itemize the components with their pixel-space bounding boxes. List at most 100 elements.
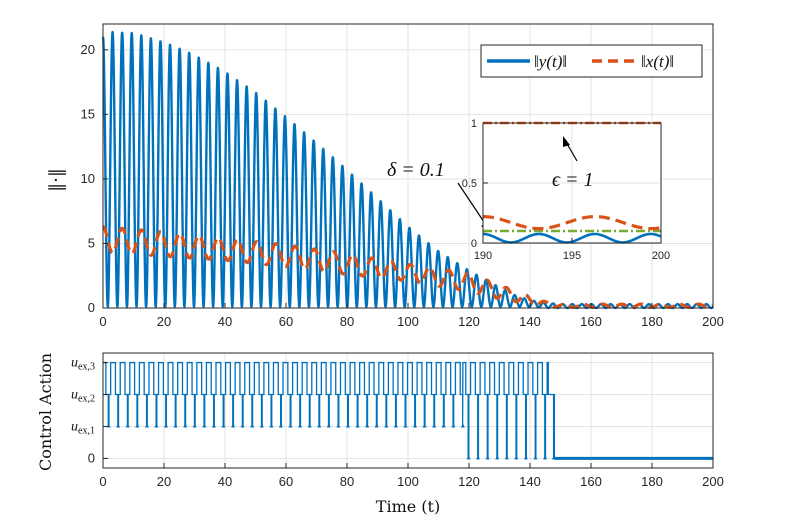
epsilon-annotation: ϵ = 1 <box>552 169 594 191</box>
control-marker <box>288 423 293 428</box>
control-marker <box>543 455 548 460</box>
norm-xtick-label: 60 <box>279 314 293 329</box>
control-marker <box>183 423 188 428</box>
inset-ytick-label: 0.5 <box>462 178 477 190</box>
control-ytick-label: uex,2 <box>71 388 95 405</box>
control-xtick-label: 100 <box>397 474 419 489</box>
control-marker <box>154 423 159 428</box>
control-marker <box>317 423 322 428</box>
control-marker <box>451 423 456 428</box>
control-marker <box>495 455 500 460</box>
control-xtick-label: 120 <box>458 474 480 489</box>
control-marker <box>413 423 417 428</box>
control-xtick-label: 180 <box>641 474 663 489</box>
norm-ytick-label: 20 <box>81 42 95 57</box>
norm-xtick-label: 40 <box>218 314 232 329</box>
inset-plot: 190 195 200 0 0.5 1 ϵ = 1 <box>462 118 670 262</box>
control-marker <box>240 423 245 428</box>
control-marker <box>485 455 490 460</box>
control-marker <box>346 423 350 428</box>
norm-ytick-label: 10 <box>81 171 95 186</box>
control-marker <box>202 423 207 428</box>
y-norm-line <box>101 30 714 310</box>
inset-xtick-label: 200 <box>652 250 670 262</box>
control-marker <box>259 423 264 428</box>
control-plot: 0 20 40 60 80 100 120 140 160 180 200 0 uex,1 uex,2 ue… <box>36 352 724 516</box>
inset-xtick-label: 190 <box>474 250 492 262</box>
control-xtick-label: 160 <box>580 474 602 489</box>
control-marker <box>298 423 303 428</box>
control-marker <box>336 423 341 428</box>
control-plot-ylabel: Control Action <box>36 353 55 471</box>
delta-annotation: δ = 0.1 <box>387 159 445 181</box>
control-marker <box>504 455 509 460</box>
norm-plot-series <box>101 30 714 310</box>
control-marker <box>466 455 471 460</box>
control-plot-ticks: 0 20 40 60 80 100 120 140 160 180 200 0 uex,1 uex,2 ue… <box>71 356 724 489</box>
control-ytick-label: 0 <box>88 450 95 465</box>
norm-xtick-label: 120 <box>458 314 480 329</box>
control-marker <box>326 423 331 428</box>
control-marker <box>523 455 528 460</box>
control-marker <box>307 423 312 428</box>
control-xtick-label: 80 <box>340 474 354 489</box>
control-action-line <box>103 361 713 460</box>
legend: ‖y(t)‖ ‖x(t)‖ <box>480 44 703 78</box>
norm-xtick-label: 180 <box>641 314 663 329</box>
control-marker <box>476 455 480 460</box>
legend-label-y: ‖y(t)‖ <box>534 52 567 71</box>
control-xtick-label: 140 <box>519 474 541 489</box>
control-marker <box>460 423 465 428</box>
inset-ytick-label: 1 <box>471 118 477 130</box>
inset-x-norm-line <box>482 214 662 231</box>
control-marker <box>374 423 379 428</box>
control-xtick-label: 40 <box>218 474 232 489</box>
control-marker <box>355 423 360 428</box>
control-ytick-label: uex,3 <box>71 356 95 373</box>
x-norm-line <box>102 225 714 309</box>
control-marker <box>221 423 226 428</box>
control-marker <box>514 455 519 460</box>
control-xtick-label: 60 <box>279 474 293 489</box>
control-marker <box>393 423 398 428</box>
norm-ytick-label: 15 <box>81 106 95 121</box>
control-marker <box>164 423 168 428</box>
control-marker <box>441 423 446 428</box>
norm-xtick-label: 160 <box>580 314 602 329</box>
norm-plot-ylabel: ‖·‖ <box>46 168 67 192</box>
control-marker <box>144 423 149 428</box>
control-xtick-label: 20 <box>157 474 171 489</box>
control-marker <box>384 423 389 428</box>
norm-xtick-label: 140 <box>519 314 541 329</box>
control-marker <box>211 423 216 428</box>
control-ytick-label: uex,1 <box>71 419 95 436</box>
control-marker <box>135 423 140 428</box>
norm-ytick-label: 5 <box>88 235 95 250</box>
norm-xtick-label: 20 <box>157 314 171 329</box>
control-marker <box>125 423 130 428</box>
norm-xtick-label: 100 <box>397 314 419 329</box>
control-marker <box>278 423 283 428</box>
control-marker <box>365 423 370 428</box>
control-marker <box>403 423 408 428</box>
inset-ticks: 190 195 200 0 0.5 1 <box>462 118 670 262</box>
control-plot-xlabel: Time (t) <box>376 497 440 516</box>
inset-xtick-label: 195 <box>563 250 581 262</box>
inset-ytick-label: 0 <box>471 238 477 250</box>
control-marker <box>231 423 236 428</box>
norm-xtick-label: 200 <box>702 314 724 329</box>
control-xtick-label: 0 <box>99 474 106 489</box>
control-plot-series <box>103 361 713 460</box>
control-marker <box>422 423 427 428</box>
control-marker <box>173 423 178 428</box>
control-marker <box>116 423 121 428</box>
legend-label-x: ‖x(t)‖ <box>641 52 674 71</box>
control-xtick-label: 200 <box>702 474 724 489</box>
control-marker <box>192 423 197 428</box>
control-marker <box>250 423 255 428</box>
norm-ytick-label: 0 <box>88 300 95 315</box>
control-marker <box>269 423 274 428</box>
control-marker <box>432 423 437 428</box>
